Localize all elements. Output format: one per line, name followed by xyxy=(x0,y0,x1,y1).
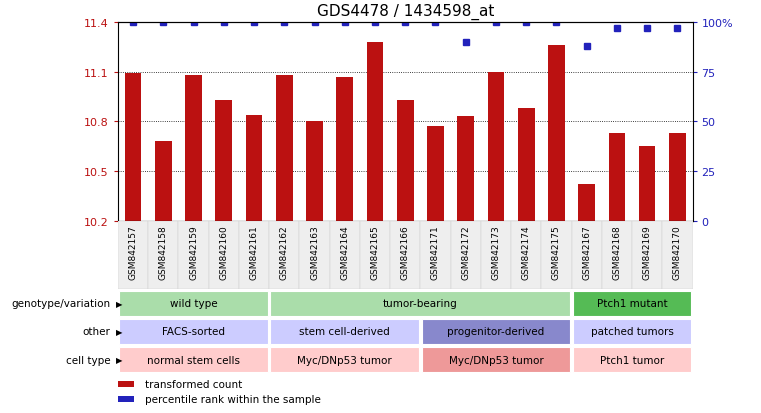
Text: percentile rank within the sample: percentile rank within the sample xyxy=(145,394,321,404)
Bar xyxy=(246,115,263,221)
Bar xyxy=(481,221,511,290)
Text: GSM842173: GSM842173 xyxy=(492,225,501,279)
Text: GSM842171: GSM842171 xyxy=(431,225,440,279)
Text: normal stem cells: normal stem cells xyxy=(147,355,240,365)
Bar xyxy=(602,221,632,290)
Text: Ptch1 tumor: Ptch1 tumor xyxy=(600,355,664,365)
Bar xyxy=(270,291,570,316)
Text: ▶: ▶ xyxy=(116,355,123,364)
Text: GSM842164: GSM842164 xyxy=(340,225,349,279)
Bar xyxy=(178,221,209,290)
Bar xyxy=(609,134,626,221)
Bar xyxy=(367,43,384,221)
Bar xyxy=(427,127,444,221)
Bar xyxy=(148,221,178,290)
Text: progenitor-derived: progenitor-derived xyxy=(447,327,545,337)
Text: GSM842165: GSM842165 xyxy=(371,225,380,279)
Bar xyxy=(422,319,570,344)
Bar xyxy=(573,291,691,316)
Bar xyxy=(125,74,142,221)
Bar xyxy=(573,347,691,373)
Bar xyxy=(118,396,134,402)
Bar xyxy=(360,221,390,290)
Bar xyxy=(422,347,570,373)
Bar xyxy=(541,221,572,290)
Bar xyxy=(457,117,474,221)
Text: patched tumors: patched tumors xyxy=(591,327,673,337)
Bar xyxy=(578,185,595,221)
Text: GSM842158: GSM842158 xyxy=(159,225,168,279)
Text: GSM842159: GSM842159 xyxy=(189,225,198,279)
Bar xyxy=(209,221,239,290)
Bar xyxy=(669,134,686,221)
Text: GSM842160: GSM842160 xyxy=(219,225,228,279)
Bar xyxy=(573,319,691,344)
Text: ▶: ▶ xyxy=(116,327,123,336)
Bar xyxy=(276,76,292,221)
Text: GSM842163: GSM842163 xyxy=(310,225,319,279)
Bar xyxy=(390,221,420,290)
Bar xyxy=(239,221,269,290)
Text: GSM842167: GSM842167 xyxy=(582,225,591,279)
Bar xyxy=(155,142,172,221)
Bar xyxy=(451,221,481,290)
Text: GSM842169: GSM842169 xyxy=(642,225,651,279)
Text: FACS-sorted: FACS-sorted xyxy=(162,327,225,337)
Text: Ptch1 mutant: Ptch1 mutant xyxy=(597,299,667,309)
Text: GSM842172: GSM842172 xyxy=(461,225,470,279)
Text: ▶: ▶ xyxy=(116,299,123,308)
Bar xyxy=(420,221,451,290)
Bar xyxy=(336,77,353,221)
Bar xyxy=(306,122,323,221)
Text: cell type: cell type xyxy=(65,355,110,365)
Bar xyxy=(330,221,360,290)
Text: other: other xyxy=(82,327,110,337)
Text: GSM842157: GSM842157 xyxy=(129,225,138,279)
Text: Myc/DNp53 tumor: Myc/DNp53 tumor xyxy=(298,355,392,365)
Text: GSM842168: GSM842168 xyxy=(613,225,622,279)
Bar xyxy=(118,221,148,290)
Bar xyxy=(662,221,693,290)
Bar xyxy=(119,319,268,344)
Bar xyxy=(488,72,505,221)
Text: tumor-bearing: tumor-bearing xyxy=(383,299,457,309)
Text: GSM842166: GSM842166 xyxy=(401,225,409,279)
Bar xyxy=(118,381,134,387)
Text: GSM842175: GSM842175 xyxy=(552,225,561,279)
Bar xyxy=(270,319,419,344)
Text: GSM842174: GSM842174 xyxy=(522,225,530,279)
Text: GSM842161: GSM842161 xyxy=(250,225,259,279)
Text: GSM842170: GSM842170 xyxy=(673,225,682,279)
Bar xyxy=(119,291,268,316)
Title: GDS4478 / 1434598_at: GDS4478 / 1434598_at xyxy=(317,4,494,20)
Bar xyxy=(638,147,655,221)
Bar xyxy=(518,109,534,221)
Text: Myc/DNp53 tumor: Myc/DNp53 tumor xyxy=(448,355,543,365)
Text: wild type: wild type xyxy=(170,299,218,309)
Bar xyxy=(548,46,565,221)
Bar xyxy=(185,76,202,221)
Bar xyxy=(397,100,413,221)
Bar xyxy=(215,100,232,221)
Bar xyxy=(299,221,330,290)
Bar xyxy=(269,221,299,290)
Bar xyxy=(270,347,419,373)
Text: genotype/variation: genotype/variation xyxy=(11,299,110,309)
Bar xyxy=(511,221,541,290)
Text: GSM842162: GSM842162 xyxy=(280,225,288,279)
Bar xyxy=(572,221,602,290)
Text: stem cell-derived: stem cell-derived xyxy=(299,327,390,337)
Text: transformed count: transformed count xyxy=(145,379,243,389)
Bar xyxy=(632,221,662,290)
Bar xyxy=(119,347,268,373)
